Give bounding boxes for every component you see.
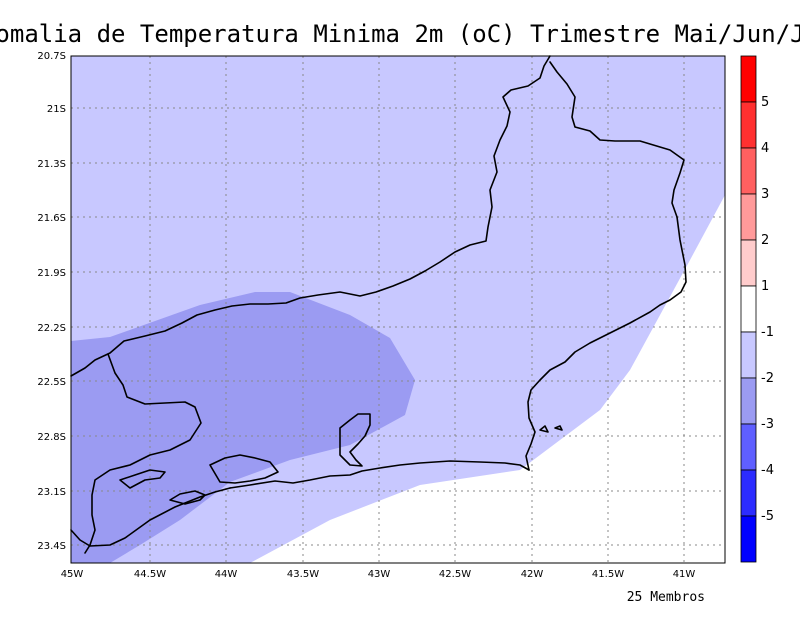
rj-northern-boundary [70,55,551,377]
colorbar-label: -2 [761,371,774,386]
sepetiba-bay [209,454,279,484]
x-tick-label: 41W [673,569,696,580]
rj-south-coast [229,460,530,489]
y-tick-label: 20.7S [37,51,66,62]
y-tick-label: 23.1S [37,487,66,498]
colorbar-label: 3 [761,187,769,202]
colorbar-segment [740,239,757,287]
x-tick-label: 44.5W [134,569,166,580]
colorbar-label: 5 [761,95,769,110]
x-tick-label: 42.5W [439,569,471,580]
y-tick-label: 21S [47,104,66,115]
colorbar-label: -1 [761,325,774,340]
guanabara-bay [339,413,371,467]
colorbar-segment [740,193,757,241]
colorbar-label: 4 [761,141,769,156]
x-tick-label: 45W [61,569,84,580]
rj-northeast-boundary [549,61,685,218]
colorbar-label: 1 [761,279,769,294]
colorbar-segment [740,331,757,379]
southwest-coastline [70,487,231,547]
coastline-and-boundaries [70,55,687,554]
east-coast-islands-2 [554,425,563,431]
figure-title: Anomalia de Temperatura Minima 2m (oC) T… [0,20,800,48]
colorbar-segment [740,55,757,103]
rj-east-coast [525,216,687,471]
y-tick-label: 22.5S [37,377,66,388]
map-frame [70,55,726,564]
x-tick-label: 42W [521,569,544,580]
members-footer: 25 Membros [627,590,705,605]
ilha-grande [169,490,206,505]
colorbar-segment [740,101,757,149]
y-tick-label: 22.8S [37,432,66,443]
x-axis-ticks: 45W 44.5W 44W 43.5W 43W 42.5W 42W 41.5W … [61,569,696,580]
colorbar-label: 2 [761,233,769,248]
colorbar: 5 4 3 2 1 -1 -2 -3 -4 -5 [740,55,774,563]
colorbar-segment [740,423,757,471]
colorbar-segment [740,147,757,195]
y-axis-ticks: 20.7S 21S 21.3S 21.6S 21.9S 22.2S 22.5S … [37,51,66,552]
x-tick-label: 44W [215,569,238,580]
colorbar-label: -3 [761,417,774,432]
y-tick-label: 21.9S [37,268,66,279]
colorbar-segment [740,469,757,517]
rj-western-boundary [84,353,202,554]
x-tick-label: 43W [368,569,391,580]
colorbar-label: -4 [761,463,774,478]
colorbar-segment [740,377,757,425]
x-tick-label: 43.5W [287,569,319,580]
colorbar-segment [740,515,757,563]
east-coast-islands-1 [539,425,549,433]
paraty-area [119,469,166,489]
y-tick-label: 22.2S [37,323,66,334]
anomaly-region-minus-2-to-minus-3 [71,292,415,563]
y-tick-label: 23.4S [37,541,66,552]
colorbar-segment [740,285,757,333]
y-tick-label: 21.3S [37,159,66,170]
y-tick-label: 21.6S [37,213,66,224]
x-tick-label: 41.5W [592,569,624,580]
colorbar-label: -5 [761,509,774,524]
